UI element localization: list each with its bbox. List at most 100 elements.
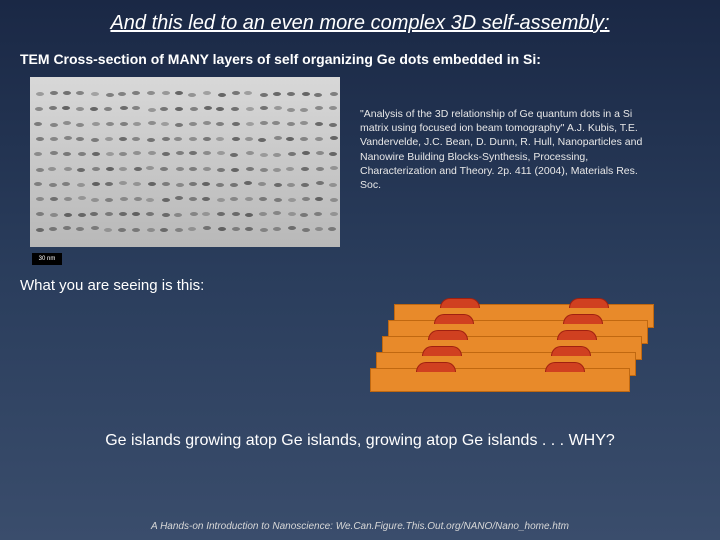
slide-title: And this led to an even more complex 3D … <box>0 0 720 43</box>
tem-dot <box>217 212 225 216</box>
tem-dot <box>232 137 240 141</box>
tem-dot <box>63 91 71 95</box>
tem-dot <box>119 152 127 156</box>
tem-dot <box>148 108 156 112</box>
scale-bar: 30 nm <box>32 253 62 265</box>
tem-dot <box>246 122 254 126</box>
tem-dot <box>63 152 71 156</box>
tem-dot <box>273 211 281 215</box>
tem-dot <box>132 106 140 110</box>
tem-dot <box>203 137 211 141</box>
tem-dot <box>328 227 336 231</box>
tem-dot <box>287 122 295 126</box>
tem-dot <box>162 213 170 217</box>
tem-dot <box>260 106 268 110</box>
tem-dot <box>330 212 338 216</box>
tem-dot <box>260 168 268 172</box>
tem-dot <box>62 106 70 110</box>
tem-dot <box>119 181 127 185</box>
tem-dot <box>258 182 266 186</box>
tem-dot <box>274 198 282 202</box>
tem-dot <box>90 212 98 216</box>
tem-dot <box>232 212 240 216</box>
tem-dot <box>315 227 323 231</box>
tem-dot <box>147 138 155 142</box>
tem-dot <box>63 226 71 230</box>
tem-dot <box>92 122 100 126</box>
ge-island-cap <box>440 298 480 308</box>
tem-dot <box>217 198 225 202</box>
ge-island-cap <box>557 330 597 340</box>
tem-dot <box>35 107 43 111</box>
tem-dot <box>288 226 296 230</box>
diagram-area <box>0 304 720 404</box>
tem-dot <box>78 196 86 200</box>
tem-dot <box>216 122 224 126</box>
tem-dot <box>50 151 58 155</box>
tem-dot <box>148 182 156 186</box>
tem-dot <box>120 122 128 126</box>
tem-dot <box>286 137 294 141</box>
tem-dot <box>260 153 268 157</box>
tem-dot <box>146 166 154 170</box>
tem-dot <box>316 181 324 185</box>
tem-dot <box>76 137 84 141</box>
cap-row <box>371 362 629 372</box>
tem-dot <box>64 167 72 171</box>
tem-dot <box>330 92 338 96</box>
tem-dot <box>189 167 197 171</box>
tem-dot <box>316 151 324 155</box>
tem-dot <box>133 182 141 186</box>
tem-dot <box>160 167 168 171</box>
citation-text: "Analysis of the 3D relationship of Ge q… <box>360 77 660 192</box>
tem-dot <box>300 121 308 125</box>
tem-dot <box>218 227 226 231</box>
tem-dot <box>274 136 282 140</box>
tem-dot <box>204 106 212 110</box>
tem-dot <box>77 183 85 187</box>
tem-dot <box>92 182 100 186</box>
tem-dot <box>176 183 184 187</box>
tem-dot <box>188 227 196 231</box>
tem-dot <box>245 137 253 141</box>
tem-dot <box>232 91 240 95</box>
tem-dot <box>300 213 308 217</box>
tem-dot <box>175 228 183 232</box>
tem-dot <box>78 213 86 217</box>
tem-dot <box>216 137 224 141</box>
tem-dot <box>50 123 58 127</box>
tem-dot <box>287 92 295 96</box>
tem-dot <box>106 167 114 171</box>
tem-dot <box>146 212 154 216</box>
tem-dot <box>287 108 295 112</box>
ge-island-cap <box>545 362 585 372</box>
tem-dot <box>288 198 296 202</box>
tem-dot <box>287 183 295 187</box>
tem-dot <box>120 106 128 110</box>
tem-dot <box>92 167 100 171</box>
tem-dot <box>104 228 112 232</box>
tem-dot <box>106 93 114 97</box>
tem-dot <box>64 136 72 140</box>
what-seeing-label: What you are seeing is this: <box>0 247 720 304</box>
tem-dot <box>288 212 296 216</box>
tem-dot <box>273 227 281 231</box>
layer-stack <box>370 304 660 404</box>
tem-dot <box>133 122 141 126</box>
tem-dot <box>132 91 140 95</box>
tem-dot <box>259 212 267 216</box>
tem-dot <box>175 107 183 111</box>
tem-dot <box>189 151 197 155</box>
footer-text: A Hands-on Introduction to Nanoscience: … <box>0 521 720 532</box>
tem-dot <box>77 168 85 172</box>
tem-dot <box>76 107 84 111</box>
tem-dot <box>106 152 114 156</box>
tem-dot <box>105 212 113 216</box>
tem-dot <box>105 182 113 186</box>
tem-dot <box>132 137 140 141</box>
tem-dot <box>315 137 323 141</box>
cap-row <box>389 314 647 324</box>
tem-dot <box>36 212 44 216</box>
tem-dot <box>34 122 42 126</box>
tem-dot <box>314 93 322 97</box>
